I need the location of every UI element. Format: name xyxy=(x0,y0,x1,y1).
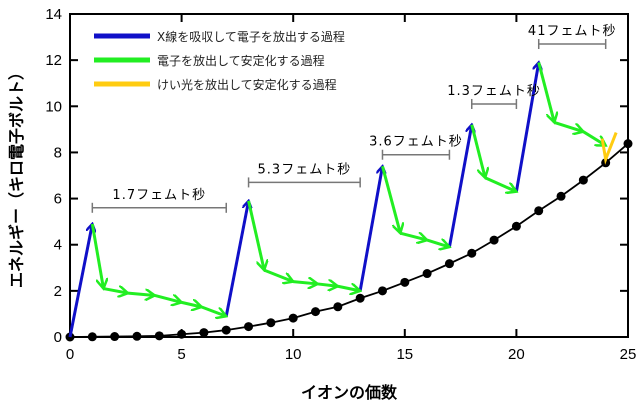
auger-arrow xyxy=(154,294,182,302)
auger-arrow xyxy=(263,268,293,282)
x-tick-label: 25 xyxy=(620,346,637,363)
absorption-arrow xyxy=(224,201,248,317)
interval-label: 41フェムト秒 xyxy=(528,24,617,39)
baseline-point xyxy=(132,331,142,341)
auger-arrow xyxy=(470,124,485,178)
auger-arrow xyxy=(103,289,128,294)
plot-frame xyxy=(69,13,629,338)
baseline-point xyxy=(333,302,343,312)
auger-arrow xyxy=(337,286,360,291)
baseline-point xyxy=(199,328,209,338)
y-tick-label: 14 xyxy=(45,6,62,23)
auger-arrow xyxy=(181,302,202,307)
y-tick-label: 4 xyxy=(54,237,62,254)
baseline-point xyxy=(578,175,588,185)
legend: X線を吸収して電子を放出する過程電子を放出して安定化する過程けい光を放出して安定… xyxy=(94,29,345,92)
baseline-point xyxy=(110,332,120,342)
auger-arrow xyxy=(484,176,516,192)
baseline-point xyxy=(422,269,432,279)
baseline-point xyxy=(87,332,97,342)
interval-annotation: 1.7フェムト秒 xyxy=(91,188,227,213)
auger-arrow xyxy=(553,121,583,131)
baseline-point xyxy=(489,235,499,245)
interval-annotation: 41フェムト秒 xyxy=(528,24,617,49)
auger-arrow xyxy=(537,62,555,122)
y-tick-label: 12 xyxy=(45,52,62,69)
auger-arrow xyxy=(90,223,103,289)
x-tick-label: 15 xyxy=(396,346,413,363)
baseline-point xyxy=(623,139,633,149)
auger-arrow xyxy=(426,240,449,247)
y-tick-label: 6 xyxy=(54,191,62,208)
legend-label: 電子を放出して安定化する過程 xyxy=(157,53,325,68)
absorption-arrow xyxy=(358,166,382,292)
baseline-point xyxy=(154,331,164,341)
auger-arrow xyxy=(127,293,155,295)
baseline-point xyxy=(377,286,387,296)
baseline-point xyxy=(444,259,454,269)
baseline-point xyxy=(221,325,231,335)
baseline-point xyxy=(467,248,477,258)
x-tick-label: 10 xyxy=(285,346,302,363)
baseline-point xyxy=(534,206,544,216)
baseline-point xyxy=(556,191,566,201)
x-tick-label: 5 xyxy=(177,346,185,363)
interval-annotation: 5.3フェムト秒 xyxy=(247,162,361,188)
interval-label: 1.3フェムト秒 xyxy=(447,84,541,99)
interval-label: 3.6フェムト秒 xyxy=(369,135,463,150)
fluorescence-arrow xyxy=(600,132,618,165)
x-tick-label: 20 xyxy=(508,346,525,363)
x-axis-label: イオンの価数 xyxy=(301,383,398,402)
baseline-point xyxy=(177,329,187,339)
x-tick-label: 0 xyxy=(66,346,74,363)
y-axis-label: エネルギー（キロ電子ボルト） xyxy=(7,64,26,288)
baseline-point xyxy=(266,318,276,328)
baseline-point xyxy=(311,307,321,317)
y-tick-label: 2 xyxy=(54,283,62,300)
absorption-arrow xyxy=(514,62,538,192)
baseline-point xyxy=(355,293,365,303)
auger-arrow xyxy=(247,200,265,270)
interval-label: 1.7フェムト秒 xyxy=(112,188,206,203)
auger-arrow xyxy=(381,165,400,233)
interval-annotation: 3.6フェムト秒 xyxy=(369,135,463,160)
baseline-point xyxy=(511,221,521,231)
legend-label: X線を吸収して電子を放出する過程 xyxy=(157,29,345,44)
baseline-point xyxy=(244,322,254,332)
baseline-point xyxy=(400,277,410,287)
interval-label: 5.3フェムト秒 xyxy=(258,162,352,177)
auger-arrow xyxy=(293,282,318,284)
auger-arrow xyxy=(399,231,427,240)
legend-label: けい光を放出して安定化する過程 xyxy=(157,77,337,92)
y-tick-label: 8 xyxy=(54,144,62,161)
y-tick-label: 10 xyxy=(45,98,62,115)
auger-arrow xyxy=(317,284,338,286)
absorption-arrow xyxy=(68,224,92,338)
auger-arrow xyxy=(201,305,227,316)
interval-annotation: 1.3フェムト秒 xyxy=(447,84,541,109)
absorption-arrow xyxy=(447,125,471,248)
y-tick-label: 0 xyxy=(54,329,62,346)
baseline-point xyxy=(288,313,298,323)
